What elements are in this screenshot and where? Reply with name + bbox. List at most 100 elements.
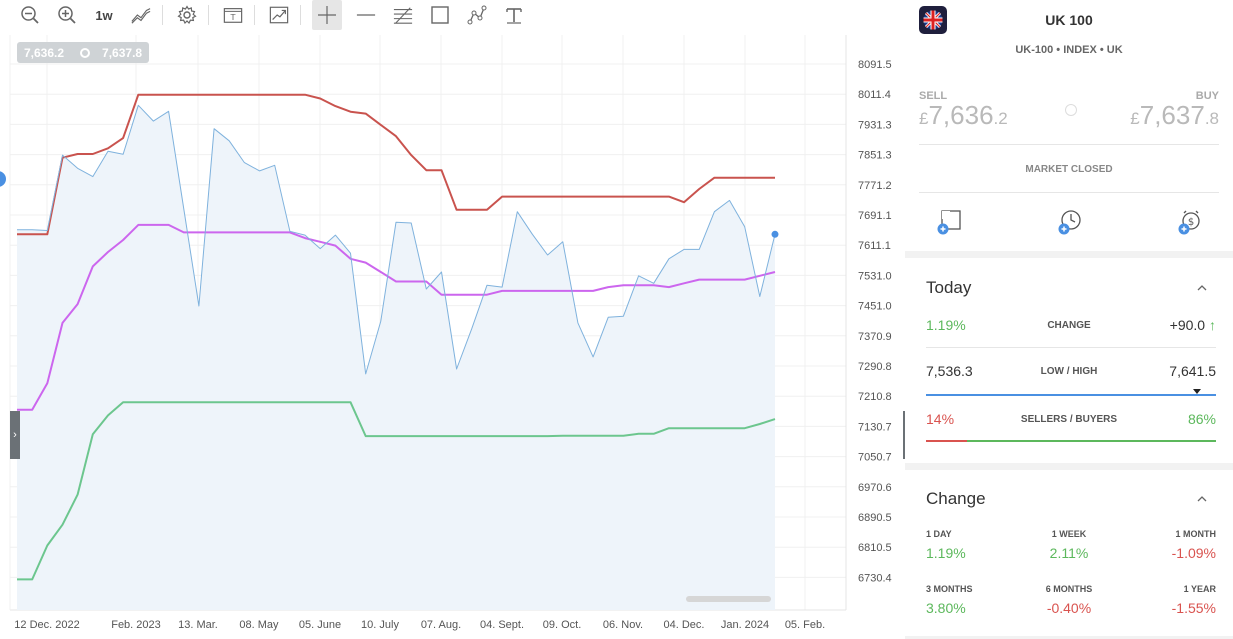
gear-icon (177, 5, 197, 25)
crosshair-sell-value: 7,636.2 (24, 45, 65, 60)
y-tick-label: 6890.5 (858, 512, 892, 524)
chart-type-icon (131, 8, 151, 24)
left-edge-marker (0, 171, 6, 187)
y-tick-label: 7851.3 (858, 150, 892, 162)
sentiment-bar (926, 440, 1216, 442)
toolbar-divider (208, 5, 209, 25)
buy-price-dec: .8 (1204, 109, 1219, 128)
indicators-button[interactable] (266, 2, 292, 28)
zoom-in-icon (58, 6, 76, 24)
instrument-card: UK 100 UK-100 • INDEX • UK SELL BUY £7,6… (905, 0, 1233, 251)
chevron-right-icon: › (13, 429, 17, 441)
crosshair-button[interactable] (312, 0, 342, 30)
toolbar-divider (300, 5, 301, 25)
change-label: 1 DAY (926, 529, 952, 539)
sell-label: SELL (919, 90, 948, 102)
last-price-point (771, 230, 779, 238)
change-label: 6 MONTHS (1045, 584, 1093, 594)
price-area (17, 105, 775, 611)
x-tick-label: 13. Mar. (178, 619, 218, 631)
arrow-up-icon: ↑ (1209, 317, 1216, 333)
buy-price[interactable]: £7,637.8 (1130, 100, 1219, 131)
left-panel-toggle[interactable]: › (10, 411, 20, 459)
chart-toolbar: 1w T (0, 0, 903, 30)
zoom-in-button[interactable] (54, 2, 80, 28)
change-1-week: 1 WEEK 2.11% (1019, 529, 1119, 561)
today-change-abs-value: +90.0 (1169, 317, 1206, 333)
today-low: 7,536.3 (926, 363, 973, 379)
divider (919, 144, 1219, 145)
instrument-subtitle: UK-100 • INDEX • UK (1015, 44, 1123, 56)
chart-scrollbar[interactable] (686, 596, 771, 602)
upper-series-line (17, 93, 775, 236)
toolbar-divider (162, 5, 163, 25)
rectangle-button[interactable] (427, 2, 453, 28)
change-value: 2.11% (1049, 545, 1089, 561)
horizontal-line-icon (356, 14, 376, 16)
lower-series-line (17, 401, 776, 581)
change-card: Change 1 DAY 1.19% 1 WEEK 2.11% 1 MONTH … (905, 470, 1233, 636)
template-icon: T (223, 8, 243, 23)
market-status: MARKET CLOSED (1025, 164, 1113, 175)
y-tick-label: 7210.8 (858, 391, 892, 403)
crosshair-readout: 7,636.2 7,637.8 (17, 42, 150, 63)
uk-flag-icon (919, 6, 947, 34)
svg-text:T: T (230, 12, 237, 22)
sell-currency: £ (919, 109, 929, 128)
add-order-icon (937, 210, 961, 235)
text-icon (506, 8, 522, 24)
path-button[interactable] (464, 2, 490, 28)
y-tick-label: 6810.5 (858, 542, 892, 554)
chevron-up-icon[interactable] (1196, 493, 1208, 505)
settings-button[interactable] (174, 2, 200, 28)
today-change-label: CHANGE (1047, 320, 1091, 331)
timeframe-label: 1w (95, 7, 113, 23)
y-tick-label: 7771.2 (858, 180, 892, 192)
price-alarm-icon: $ (1178, 210, 1200, 235)
y-tick-label: 6730.4 (858, 572, 892, 584)
chevron-up-icon[interactable] (1196, 282, 1208, 294)
chart-area[interactable]: 8091.5 8011.4 7931.3 7851.3 7771.2 7691.1 7611… (0, 0, 903, 639)
change-6-months: 6 MONTHS -0.40% (1019, 584, 1119, 616)
horizontal-line-button[interactable] (353, 2, 379, 28)
crosshair-dot-icon (80, 47, 91, 58)
fibonacci-button[interactable] (390, 2, 416, 28)
x-tick-label: 04. Sept. (480, 619, 524, 631)
x-tick-label: 09. Oct. (543, 619, 582, 631)
indicator-icon (269, 6, 289, 24)
sell-price-int: 7,636 (928, 100, 994, 130)
zoom-out-button[interactable] (17, 2, 43, 28)
y-tick-label: 7130.7 (858, 421, 892, 433)
rectangle-icon (431, 6, 449, 24)
sell-price[interactable]: £7,636.2 (919, 100, 1008, 131)
path-icon (467, 5, 487, 25)
price-alert-button[interactable]: $ (1175, 208, 1203, 236)
y-tick-label: 7931.3 (858, 119, 892, 131)
change-value: 3.80% (926, 600, 966, 616)
instrument-title: UK 100 (1045, 12, 1093, 28)
zoom-out-icon (21, 6, 39, 24)
chart-type-button[interactable] (128, 2, 154, 28)
price-chart[interactable]: 8091.5 8011.4 7931.3 7851.3 7771.2 7691.1 7611… (0, 0, 903, 639)
change-label: 3 MONTHS (926, 584, 973, 594)
timeframe-button[interactable]: 1w (91, 2, 117, 28)
y-tick-label: 7691.1 (858, 210, 892, 222)
current-price-marker-icon (1193, 389, 1201, 394)
add-alert-button[interactable] (1055, 208, 1083, 236)
text-button[interactable] (501, 2, 527, 28)
new-order-button[interactable] (935, 208, 963, 236)
today-lowhigh-label: LOW / HIGH (1040, 366, 1098, 377)
toolbar-divider (254, 5, 255, 25)
x-tick-label: 10. July (361, 619, 399, 631)
sellers-pct: 14% (926, 411, 955, 427)
y-tick-label: 7290.8 (858, 361, 892, 373)
x-tick-label: Feb. 2023 (111, 619, 161, 631)
x-tick-label: Jan. 2024 (721, 619, 769, 631)
instrument-panel: UK 100 UK-100 • INDEX • UK SELL BUY £7,6… (905, 0, 1233, 639)
divider (926, 347, 1216, 348)
y-tick-label: 6970.6 (858, 482, 892, 494)
template-button[interactable]: T (220, 2, 246, 28)
y-tick-label: 7531.0 (858, 270, 892, 282)
y-tick-label: 8011.4 (858, 89, 891, 101)
sellers-bar (926, 440, 967, 442)
